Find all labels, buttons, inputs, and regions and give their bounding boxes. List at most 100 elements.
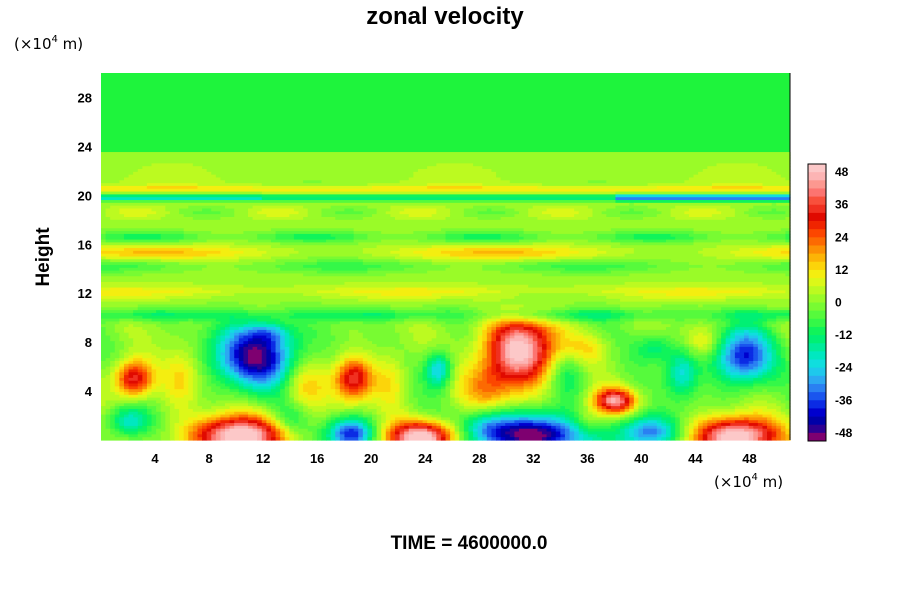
heatmap-cell: [243, 383, 254, 387]
heatmap-cell: [101, 262, 148, 266]
heatmap-cell: [413, 264, 451, 269]
heatmap-cell: [206, 437, 212, 441]
heatmap-cell: [133, 352, 153, 356]
heatmap-cell: [110, 406, 116, 410]
heatmap-cell: [574, 394, 580, 399]
heatmap-cell: [101, 188, 791, 193]
heatmap-cell: [555, 338, 561, 342]
heatmap-cell: [753, 205, 791, 210]
heatmap-cell: [137, 434, 153, 438]
heatmap-cell: [780, 344, 786, 348]
heatmap-cell: [450, 372, 456, 376]
heatmap-cell: [197, 400, 212, 404]
heatmap-cell: [734, 332, 745, 337]
heatmap-cell: [211, 352, 217, 356]
heatmap-cell: [780, 349, 786, 354]
heatmap-cell: [578, 377, 584, 382]
heatmap-cell: [353, 406, 369, 410]
heatmap-cell: [339, 377, 346, 382]
heatmap-cell: [629, 400, 635, 404]
x-tick-label: 36: [580, 451, 594, 466]
heatmap-cell: [183, 290, 222, 294]
heatmap-cell: [482, 363, 488, 368]
heatmap-cell: [394, 397, 401, 402]
heatmap-cell: [372, 185, 428, 190]
heatmap-cell: [381, 293, 433, 297]
heatmap-cell: [486, 327, 493, 331]
heatmap-cell: [390, 355, 405, 359]
colorbar-swatch: [808, 400, 826, 409]
heatmap-cell: [298, 338, 304, 342]
heatmap-cell: [748, 369, 759, 373]
heatmap-cell: [238, 392, 249, 396]
heatmap-cell: [560, 397, 575, 402]
heatmap-cell: [698, 414, 708, 419]
heatmap-cell: [578, 425, 584, 430]
heatmap-cell: [652, 389, 667, 393]
heatmap-cell: [564, 267, 607, 272]
heatmap-cell: [688, 428, 695, 433]
heatmap-cell: [505, 341, 511, 345]
y-tick-label: 4: [85, 384, 93, 399]
heatmap-cell: [587, 425, 612, 430]
heatmap-cell: [266, 327, 277, 331]
heatmap-cell: [505, 338, 511, 342]
heatmap-cell: [123, 270, 185, 275]
heatmap-cell: [528, 355, 534, 359]
heatmap-cell: [422, 366, 428, 371]
heatmap-cell: [156, 400, 166, 404]
colorbar-swatch: [808, 204, 826, 214]
heatmap-cell: [601, 406, 607, 410]
heatmap-cell: [422, 414, 433, 419]
heatmap-cell: [528, 211, 543, 215]
heatmap-cell: [688, 267, 727, 272]
heatmap-cell: [326, 437, 332, 441]
heatmap-cell: [578, 211, 594, 215]
heatmap-cell: [284, 321, 318, 325]
heatmap-cell: [399, 366, 410, 371]
heatmap-cell: [574, 397, 580, 402]
heatmap-cell: [459, 417, 465, 421]
heatmap-cell: [688, 360, 695, 365]
heatmap-cell: [555, 335, 561, 339]
heatmap-cell: [656, 423, 662, 427]
heatmap-cell: [587, 324, 598, 328]
heatmap-cell: [436, 211, 451, 215]
heatmap-cell: [316, 428, 323, 433]
heatmap-cell: [367, 360, 373, 365]
heatmap-cell: [316, 383, 332, 387]
heatmap-cell: [110, 375, 116, 379]
heatmap-cell: [211, 346, 217, 351]
heatmap-cell: [702, 321, 718, 325]
heatmap-cell: [702, 366, 708, 371]
heatmap-cell: [541, 431, 552, 435]
heatmap-cell: [624, 264, 658, 269]
heatmap-cell: [298, 380, 304, 385]
heatmap-cell: [215, 434, 222, 438]
heatmap-cell: [280, 375, 286, 379]
heatmap-cell: [463, 335, 474, 339]
heatmap-cell: [114, 411, 120, 416]
heatmap-cell: [330, 434, 336, 438]
heatmap-cell: [753, 394, 773, 399]
heatmap-cell: [486, 208, 493, 212]
heatmap-cell: [270, 428, 277, 433]
heatmap-cell: [463, 397, 470, 402]
heatmap-cell: [730, 250, 754, 255]
heatmap-cell: [463, 417, 470, 421]
heatmap-cell: [776, 346, 782, 351]
heatmap-cell: [532, 366, 538, 371]
heatmap-cell: [381, 264, 414, 269]
heatmap-cell: [477, 423, 483, 427]
heatmap-cell: [776, 358, 782, 362]
heatmap-cell: [739, 389, 764, 393]
heatmap-cell: [261, 414, 267, 419]
heatmap-cell: [307, 214, 323, 218]
heatmap-cell: [771, 355, 777, 359]
heatmap-cell: [160, 366, 171, 371]
heatmap-cell: [473, 380, 479, 385]
heatmap-cell: [753, 355, 759, 359]
heatmap-cell: [587, 417, 621, 421]
heatmap-cell: [404, 349, 410, 354]
heatmap-cell: [101, 225, 791, 229]
